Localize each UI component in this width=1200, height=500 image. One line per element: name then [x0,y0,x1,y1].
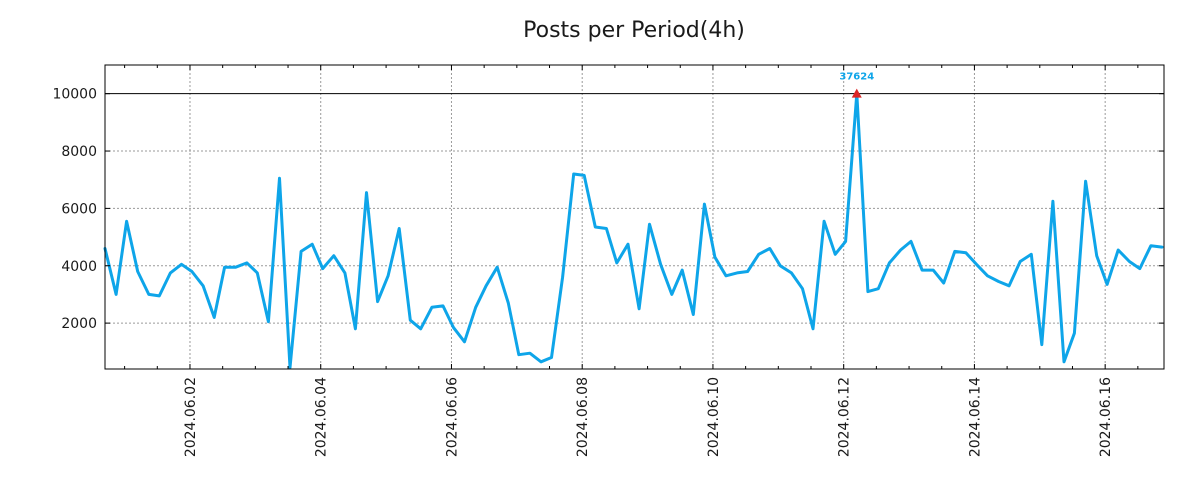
axis-ticks [105,65,1164,369]
chart-title: Posts per Period(4h) [523,18,745,43]
x-tick-label: 2024.06.16 [1098,377,1114,457]
x-tick-label: 2024.06.06 [444,377,460,457]
x-tick-label: 2024.06.08 [575,377,591,457]
series-line [103,92,1164,370]
y-tick-label: 2000 [61,316,97,332]
plot-frame [104,64,1165,370]
x-tick-label: 2024.06.04 [314,377,330,457]
x-tick-label: 2024.06.12 [837,377,853,457]
y-tick-labels: 2000 4000 6000 8000 10000 [52,87,97,332]
y-tick-label: 4000 [61,259,97,275]
series-group [103,92,1164,370]
peak-label: 37624 [839,72,874,83]
y-tick-label: 10000 [52,87,97,103]
x-tick-labels: 2024.06.02 2024.06.04 2024.06.06 2024.06.08… [183,377,1114,457]
y-tick-label: 8000 [61,144,97,160]
peak-marker [851,88,862,98]
grid-lines [105,65,1164,369]
annotation-group: 37624 [839,72,874,98]
y-tick-label: 6000 [61,201,97,217]
x-tick-label: 2024.06.14 [967,377,983,457]
x-tick-label: 2024.06.02 [183,377,199,457]
x-tick-label: 2024.06.10 [706,377,722,457]
